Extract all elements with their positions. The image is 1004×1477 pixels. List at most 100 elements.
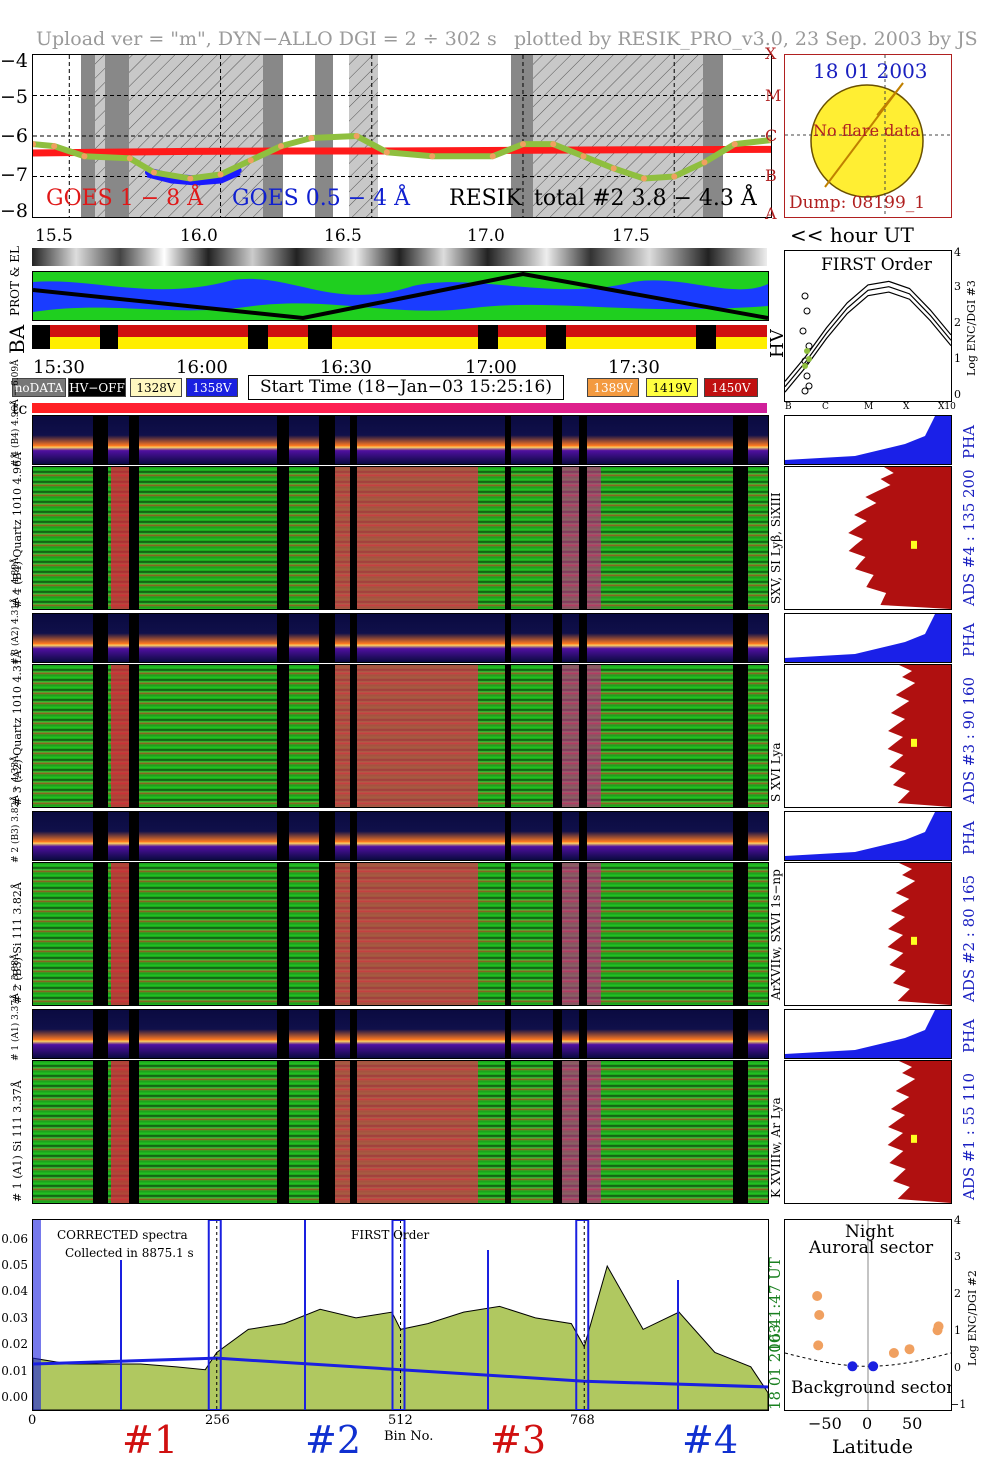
goes-ytick-5: −5 [0, 86, 29, 108]
data-gap [93, 665, 108, 807]
ads-marker [911, 936, 917, 945]
data-gap [579, 614, 587, 662]
spectrum-edge [391, 1220, 406, 1410]
ads-label-1: ADS #1 : 55 110 [960, 1072, 978, 1200]
first-order-panel: FIRST Order [784, 250, 952, 402]
v1358-button[interactable]: 1358V [186, 378, 238, 397]
first-order-point-green [806, 356, 812, 362]
clock-1530: 15:30 [33, 357, 85, 378]
nodata-button[interactable]: noDATA [12, 378, 66, 397]
data-gap [129, 1061, 139, 1203]
channel-tag-3: #3 [490, 1418, 547, 1462]
data-gap [93, 614, 108, 662]
spec-date: 18 01 2003 [766, 1324, 784, 1410]
ads-histogram-fill [887, 1061, 951, 1203]
v1419-button[interactable]: 1419V [646, 378, 698, 397]
data-gap [350, 665, 357, 807]
spectrogram-overlay-4 [93, 467, 748, 609]
data-gap [733, 416, 748, 464]
data-point [768, 137, 771, 144]
data-gap [129, 1010, 139, 1058]
legend-resik-total: total #2 3.8 − 4.3 Å [534, 186, 757, 211]
aur-ylabel: Log ENC/DGI #2 [966, 1270, 979, 1366]
line-label-4: SXV, SI Lyβ, SiXIII [769, 492, 783, 604]
pha-text-3: PHA [960, 622, 978, 657]
line-label-1: K XVIIIw, Ar Lya [769, 1097, 783, 1198]
ba-label: BA [5, 324, 29, 354]
auroral-point-orange [814, 1310, 825, 1320]
ads-histogram-fill [887, 863, 951, 1005]
fo-ytick-1: 1 [954, 352, 961, 365]
first-order-point [801, 387, 809, 395]
data-gap [733, 665, 748, 807]
data-gap [319, 467, 335, 609]
ads-histogram-4 [784, 466, 952, 610]
data-gap [505, 665, 511, 807]
data-point [150, 169, 157, 176]
data-point [459, 147, 466, 154]
goes-lightcurve [33, 55, 771, 217]
v1389-button[interactable]: 1389V [587, 378, 639, 397]
first-order-point [803, 372, 811, 380]
data-point [580, 153, 587, 160]
ads-marker [911, 738, 917, 747]
data-gap [319, 665, 335, 807]
data-gap [505, 416, 511, 464]
data-gap [277, 665, 289, 807]
data-gap [319, 863, 335, 1005]
pha-histogram-fill [785, 416, 951, 464]
ads-histogram-shape [887, 665, 951, 807]
fo-ytick-2: 2 [954, 316, 961, 329]
spectrum-order: FIRST Order [351, 1228, 430, 1242]
v1450-button[interactable]: 1450V [704, 378, 758, 397]
auroral-boundary [785, 1352, 951, 1367]
first-order-title: FIRST Order [821, 255, 932, 275]
data-gap [553, 1061, 562, 1203]
clock-1630: 16:30 [320, 357, 372, 378]
auroral-sector: Auroral sector [809, 1238, 934, 1258]
data-point [217, 171, 224, 178]
pha-histogram-4 [784, 415, 952, 465]
legend-resik: RESIK [449, 186, 522, 211]
ads-histogram-fill [887, 665, 951, 807]
spectrogram-1 [32, 1060, 769, 1204]
data-point [308, 135, 315, 142]
red-region [111, 467, 129, 609]
data-gap [319, 812, 335, 860]
prot-label: PROT & EL [8, 246, 22, 316]
tc-label: tc [12, 399, 28, 418]
fo-ytick-3: 3 [954, 280, 961, 293]
ads-label-2: ADS #2 : 80 165 [960, 874, 978, 1002]
goes-ytick-6: −6 [0, 125, 29, 147]
v1328-button[interactable]: 1328V [130, 378, 182, 397]
plotted-by: plotted by RESIK_PRO_v3.0, 23 Sep. 2003 … [514, 28, 978, 50]
spec-ytick-005: 0.05 [1, 1258, 28, 1272]
data-gap [733, 1010, 748, 1058]
data-gap [579, 1010, 587, 1058]
channel-tag-1: #1 [122, 1418, 179, 1462]
hour-17-0: 17.0 [467, 226, 505, 246]
grey-strip [32, 248, 767, 266]
pha-label-4: # 4 (B4) 4.96Å − 6.09Å [11, 359, 21, 467]
spectrum-collected: Collected in 8875.1 s [65, 1246, 194, 1260]
data-gap [129, 416, 139, 464]
data-gap [350, 614, 357, 662]
data-gap [505, 863, 511, 1005]
hv-off-button[interactable]: HV−OFF [68, 378, 126, 397]
data-gap [350, 1010, 357, 1058]
auroral-plot [785, 1220, 951, 1410]
data-point [429, 153, 436, 160]
first-order-point-green [802, 363, 808, 369]
pha-histogram-shape [785, 614, 951, 662]
auroral-point-orange [888, 1348, 899, 1358]
pha-strip-4 [32, 415, 769, 465]
first-order-point-green [804, 348, 810, 354]
data-gap [579, 416, 587, 464]
pha-strip-2 [32, 811, 769, 861]
data-point [640, 175, 647, 182]
data-gap [319, 1010, 335, 1058]
data-gap [93, 863, 108, 1005]
fo-xtick-x10: X10 [938, 402, 956, 412]
spectrogram-overlay-3 [93, 665, 748, 807]
aur-ytick-0: 0 [954, 1361, 961, 1374]
